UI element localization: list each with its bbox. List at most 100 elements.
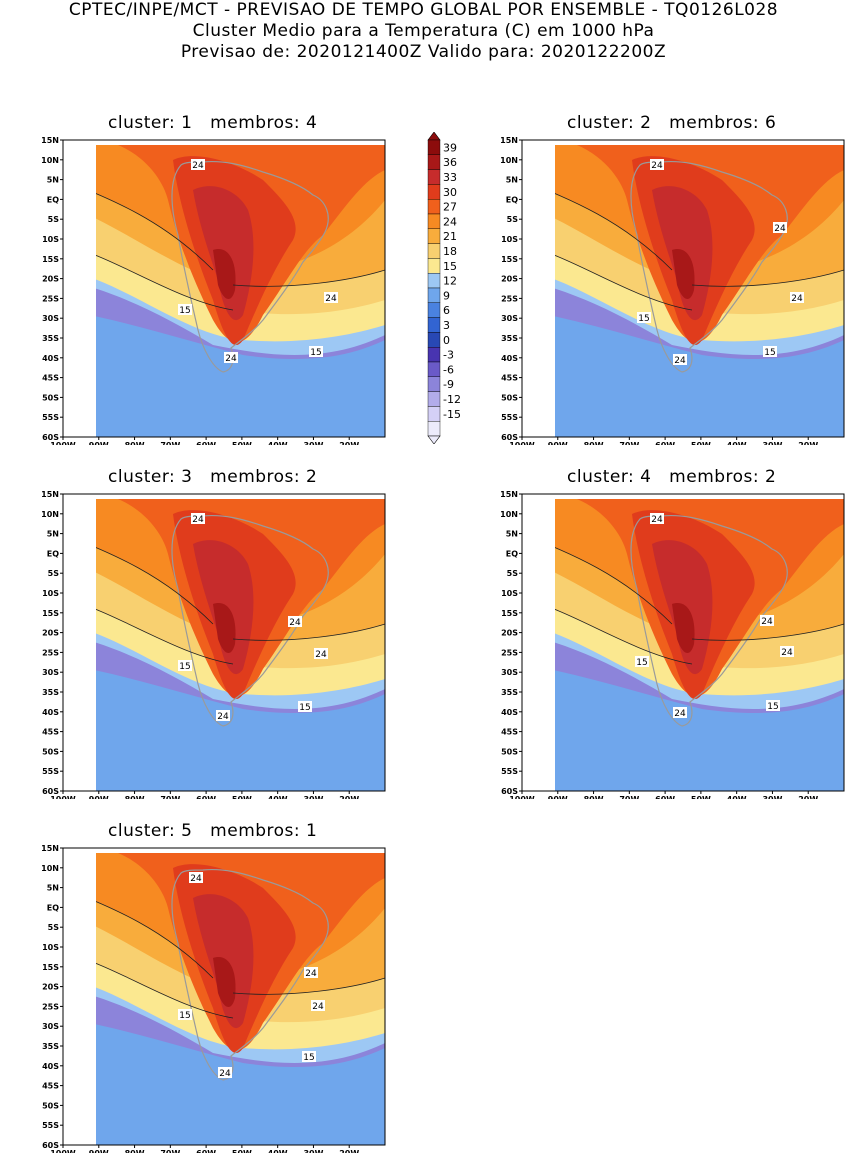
colorbar-label: 21 [443,230,457,243]
lon-label: 20W [798,795,818,799]
map-panel-5: 24 24 15 24 24 15 15N 10N 5N EQ 5S 10S 15S 20S 25S 30S 3… [41,844,386,1153]
contour-line [232,977,386,995]
contour-label: 24 [312,1002,324,1012]
map-panel-1: 24 15 24 24 15 15N 10N 5N EQ 5S 10S 15S 20S 25S 30S 35S… [41,136,386,445]
lon-label: 60W [655,441,675,445]
colorbar-swatch [427,258,441,274]
lat-label: 15S [501,255,518,264]
lat-label: 15N [500,490,518,499]
map-frame [521,493,845,792]
lat-label: 15S [42,609,59,618]
temperature-band [96,316,385,437]
lat-label: 5N [47,176,59,185]
contour-label: 15 [303,1053,314,1063]
contour-label: 15 [638,314,649,324]
contour-line [691,269,845,287]
lon-label: 30W [762,441,782,445]
lon-label: 50W [691,795,711,799]
contour-label: 24 [315,650,327,660]
lat-label: 35S [501,334,518,343]
colorbar-label: -15 [443,408,461,421]
lat-label: 55S [42,1121,59,1130]
lat-label: 20S [42,275,59,284]
contour-label: 24 [305,969,317,979]
colorbar-swatch [427,213,441,230]
lat-label: 5S [507,215,519,224]
lat-label: EQ [506,549,518,558]
contour-label-box [178,304,192,315]
lat-label: 10N [41,156,59,165]
lat-label: 45S [42,1082,59,1091]
lon-label: 90W [89,441,109,445]
contour-label-box [650,513,664,524]
colorbar-swatch [427,361,441,378]
lat-label: 10S [42,589,59,598]
contour-label-box [637,312,651,323]
contour-line [691,623,845,641]
lat-label: 25S [42,1002,59,1011]
temperature-band [555,670,844,791]
contour-line [555,608,693,665]
lat-label: EQ [47,195,59,204]
colorbar-label: 39 [443,141,457,154]
lon-label: 90W [89,795,109,799]
lat-label: 10N [41,864,59,873]
lat-label: 10N [500,510,518,519]
lon-label: 20W [339,441,359,445]
lon-label: 20W [339,795,359,799]
contour-label-box [191,513,205,524]
lat-label: 15S [42,255,59,264]
colorbar-swatch [427,376,441,392]
map-frame [62,139,386,438]
contour-line [232,623,386,641]
panel-4-title: cluster: 4 membros: 2 [567,467,777,487]
temperature-field [96,499,386,791]
panel-1-title: cluster: 1 membros: 4 [108,113,318,133]
colorbar-swatch [427,391,441,407]
contour-line [96,193,214,271]
coastline [171,160,329,373]
lat-label: 60S [42,433,59,442]
colorbar-swatch [427,287,441,304]
contour-label: 15 [179,306,190,316]
contour-line [96,608,234,665]
colorbar-swatch [427,169,441,185]
lon-label: 100W [50,441,76,445]
contour-label: 24 [325,294,337,304]
lat-label: 35S [501,688,518,697]
lat-label: 35S [42,334,59,343]
lon-label: 90W [548,795,568,799]
contour-label-box [189,872,203,883]
colorbar-swatch [427,272,441,289]
lat-label: 20S [501,275,518,284]
lon-label: 50W [691,441,711,445]
contour-line [96,547,214,625]
lat-label: 5S [48,215,60,224]
lat-label: 60S [501,433,518,442]
lat-label: 10S [501,589,518,598]
lat-label: 60S [42,1141,59,1150]
lon-label: 80W [125,441,145,445]
contour-label-box [773,222,787,233]
lon-label: 40W [268,441,288,445]
contour-label-box [216,710,230,721]
lat-label: 50S [501,393,518,402]
lat-label: 15N [41,844,59,853]
lat-label: 25S [42,648,59,657]
colorbar-label: 15 [443,260,457,273]
lat-label: 10S [42,235,59,244]
temperature-band [672,249,695,300]
map-panel-3: 24 24 15 24 24 15 15N 10N 5N EQ 5S 10S 15S 20S 25S 30S 3… [41,490,386,799]
lat-label: 55S [501,413,518,422]
lon-label: 40W [268,1149,288,1153]
contour-label: 15 [767,702,778,712]
contour-line [96,962,234,1019]
contour-label: 15 [764,348,775,358]
colorbar-swatch [427,421,441,437]
lon-label: 30W [303,1149,323,1153]
lon-label: 70W [160,1149,180,1153]
lat-label: 40S [501,354,518,363]
map-frame [62,847,386,1146]
colorbar-swatch [427,198,441,215]
contour-label: 15 [299,703,310,713]
